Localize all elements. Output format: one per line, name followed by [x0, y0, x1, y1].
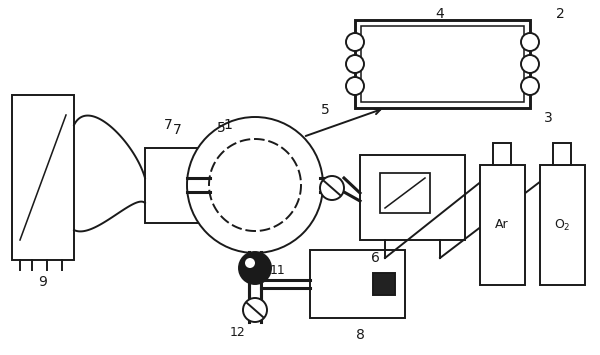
Text: 5: 5 — [320, 103, 329, 117]
Bar — [361, 26, 524, 102]
Bar — [145, 148, 210, 223]
Text: 1: 1 — [224, 118, 232, 132]
Circle shape — [346, 77, 364, 95]
Circle shape — [243, 298, 267, 322]
Circle shape — [320, 176, 344, 200]
Text: 7: 7 — [164, 118, 172, 132]
Circle shape — [245, 258, 255, 268]
Circle shape — [187, 117, 323, 253]
Text: 3: 3 — [544, 111, 553, 125]
Bar — [373, 273, 395, 295]
Bar — [310, 250, 405, 318]
Bar — [12, 95, 74, 260]
Bar — [380, 173, 430, 213]
Circle shape — [521, 55, 539, 73]
Circle shape — [346, 33, 364, 51]
Bar — [493, 143, 511, 165]
Circle shape — [521, 33, 539, 51]
Text: 12: 12 — [230, 326, 246, 339]
Bar — [355, 20, 530, 108]
Text: O$_2$: O$_2$ — [554, 218, 570, 233]
Text: 6: 6 — [371, 251, 379, 265]
Text: Ar: Ar — [495, 218, 509, 231]
Circle shape — [239, 252, 271, 284]
Text: 4: 4 — [436, 7, 445, 21]
Text: 11: 11 — [270, 263, 286, 277]
Bar — [540, 165, 585, 285]
Bar — [553, 143, 571, 165]
Text: 9: 9 — [38, 275, 47, 289]
Circle shape — [521, 77, 539, 95]
Bar — [360, 155, 465, 240]
Text: 7: 7 — [173, 123, 181, 137]
Text: 8: 8 — [356, 328, 364, 342]
Text: 5: 5 — [217, 121, 226, 135]
Bar — [480, 165, 525, 285]
Text: 2: 2 — [556, 7, 565, 21]
Circle shape — [346, 55, 364, 73]
